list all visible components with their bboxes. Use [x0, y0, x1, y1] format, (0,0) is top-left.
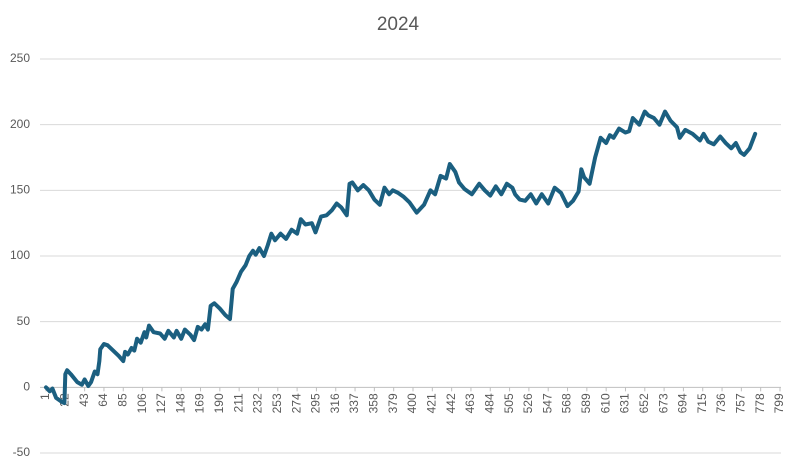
chart-title: 2024 — [377, 14, 420, 35]
x-tick-label: 631 — [618, 393, 632, 413]
x-tick-label: 652 — [637, 393, 651, 413]
x-tick-label: 736 — [714, 393, 728, 413]
x-tick-label: 127 — [154, 393, 168, 413]
x-tick-label: 484 — [482, 393, 496, 413]
x-tick-label: 64 — [96, 393, 110, 407]
y-tick-label: 200 — [10, 117, 30, 131]
x-tick-label: 274 — [289, 393, 303, 413]
y-tick-label: -50 — [13, 445, 31, 459]
x-tick-label: 358 — [367, 393, 381, 413]
x-tick-label: 715 — [695, 393, 709, 413]
x-tick-label: 232 — [251, 393, 265, 413]
x-tick-label: 43 — [77, 393, 91, 407]
y-tick-label: 150 — [10, 183, 30, 197]
x-tick-label: 463 — [463, 393, 477, 413]
x-tick-label: 211 — [231, 393, 245, 412]
x-tick-label: 400 — [405, 393, 419, 413]
x-tick-label: 778 — [753, 393, 767, 413]
x-tick-label: 589 — [579, 393, 593, 413]
x-tick-label: 379 — [386, 393, 400, 413]
x-tick-label: 337 — [347, 393, 361, 413]
x-tick-label: 1 — [38, 393, 52, 400]
y-tick-label: 50 — [17, 314, 31, 328]
y-tick-label: 100 — [10, 248, 30, 262]
y-tick-label: 0 — [23, 380, 30, 394]
x-tick-label: 694 — [676, 393, 690, 413]
x-tick-label: 547 — [540, 393, 554, 413]
x-tick-label: 757 — [734, 393, 748, 413]
x-tick-label: 526 — [521, 393, 535, 413]
x-tick-label: 610 — [598, 393, 612, 413]
data-line — [44, 109, 758, 406]
x-tick-label: 295 — [309, 393, 323, 413]
x-tick-label: 421 — [424, 393, 438, 413]
x-tick-label: 190 — [212, 393, 226, 413]
x-tick-label: 442 — [444, 393, 458, 413]
x-tick-label: 799 — [772, 393, 786, 413]
x-tick-label: 673 — [656, 393, 670, 413]
x-tick-label: 169 — [193, 393, 207, 413]
x-tick-label: 253 — [270, 393, 284, 413]
x-tick-label: 85 — [115, 393, 129, 407]
x-tick-label: 106 — [135, 393, 149, 413]
y-tick-label: 250 — [10, 51, 30, 65]
x-tick-label: 568 — [560, 393, 574, 413]
x-tick-label: 316 — [328, 393, 342, 413]
x-tick-label: 148 — [173, 393, 187, 413]
x-tick-label: 505 — [502, 393, 516, 413]
